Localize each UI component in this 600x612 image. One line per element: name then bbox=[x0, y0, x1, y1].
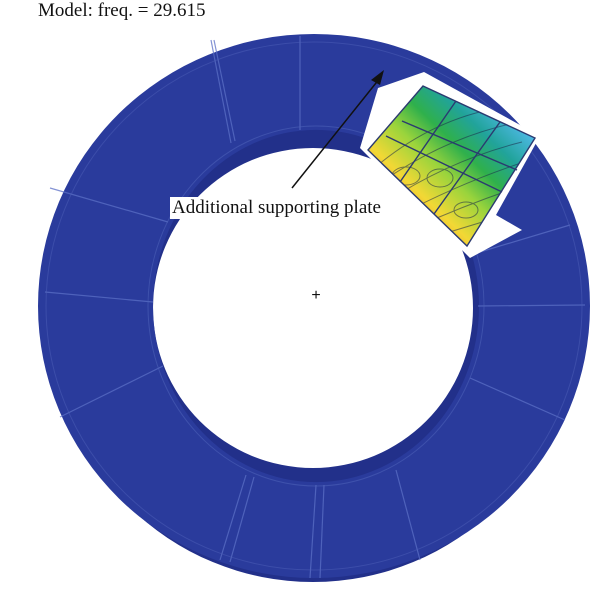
center-marker: + bbox=[311, 287, 320, 304]
annotation-arrow bbox=[291, 70, 384, 189]
annotation-label: Additional supporting plate bbox=[170, 197, 383, 219]
ring-inner-outline bbox=[147, 125, 485, 487]
ring-segment-lines bbox=[44, 36, 586, 579]
figure-title: Model: freq. = 29.615 bbox=[38, 0, 206, 21]
ring-outer-outline bbox=[45, 41, 583, 571]
